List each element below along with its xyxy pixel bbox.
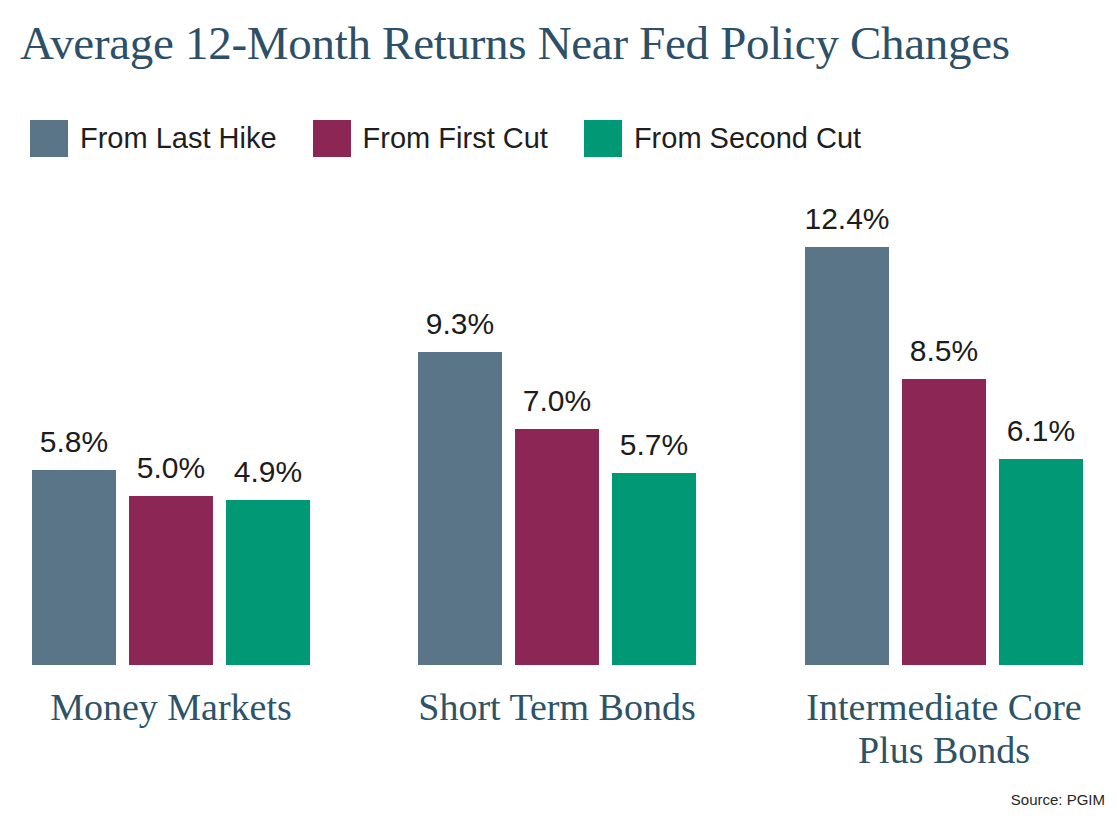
legend-item-from-first-cut: From First Cut <box>313 120 548 157</box>
bar-short-term-bonds-from-second-cut <box>612 473 696 665</box>
bar-short-term-bonds-from-last-hike <box>418 352 502 665</box>
value-label-intermediate-core-plus-bonds-from-first-cut: 8.5% <box>910 336 978 366</box>
value-label-money-markets-from-last-hike: 5.8% <box>40 427 108 457</box>
bar-intermediate-core-plus-bonds-from-first-cut <box>902 379 986 665</box>
bar-money-markets-from-second-cut <box>226 500 310 665</box>
legend-swatch-from-last-hike <box>30 120 68 157</box>
value-label-short-term-bonds-from-last-hike: 9.3% <box>426 309 494 339</box>
legend-item-from-last-hike: From Last Hike <box>30 120 277 157</box>
legend: From Last Hike From First Cut From Second … <box>30 120 861 157</box>
chart-canvas: Average 12-Month Returns Near Fed Policy… <box>0 0 1117 828</box>
bar-short-term-bonds-from-first-cut <box>515 429 599 665</box>
value-label-intermediate-core-plus-bonds-from-second-cut: 6.1% <box>1007 416 1075 446</box>
bar-intermediate-core-plus-bonds-from-second-cut <box>999 459 1083 665</box>
legend-label: From Last Hike <box>80 122 277 155</box>
category-label-line: Plus Bonds <box>704 729 1117 772</box>
value-label-short-term-bonds-from-second-cut: 5.7% <box>620 430 688 460</box>
legend-label: From Second Cut <box>634 122 861 155</box>
legend-label: From First Cut <box>363 122 548 155</box>
value-label-money-markets-from-first-cut: 5.0% <box>137 453 205 483</box>
legend-swatch-from-second-cut <box>584 120 622 157</box>
plot-area: 5.8% 5.0% 4.9% 9.3% 7.0% 5.7% 12.4% 8.5% 6.1% <box>0 190 1117 665</box>
bar-money-markets-from-first-cut <box>129 496 213 665</box>
value-label-money-markets-from-second-cut: 4.9% <box>234 457 302 487</box>
legend-item-from-second-cut: From Second Cut <box>584 120 861 157</box>
category-label-line: Intermediate Core <box>704 686 1117 729</box>
legend-swatch-from-first-cut <box>313 120 351 157</box>
bar-money-markets-from-last-hike <box>32 470 116 665</box>
source-note: Source: PGIM <box>1011 791 1105 808</box>
bar-intermediate-core-plus-bonds-from-last-hike <box>805 247 889 665</box>
value-label-short-term-bonds-from-first-cut: 7.0% <box>523 386 591 416</box>
value-label-intermediate-core-plus-bonds-from-last-hike: 12.4% <box>804 204 889 234</box>
category-label-intermediate-core-plus-bonds: Intermediate CorePlus Bonds <box>704 686 1117 773</box>
chart-title: Average 12-Month Returns Near Fed Policy… <box>20 16 1110 70</box>
